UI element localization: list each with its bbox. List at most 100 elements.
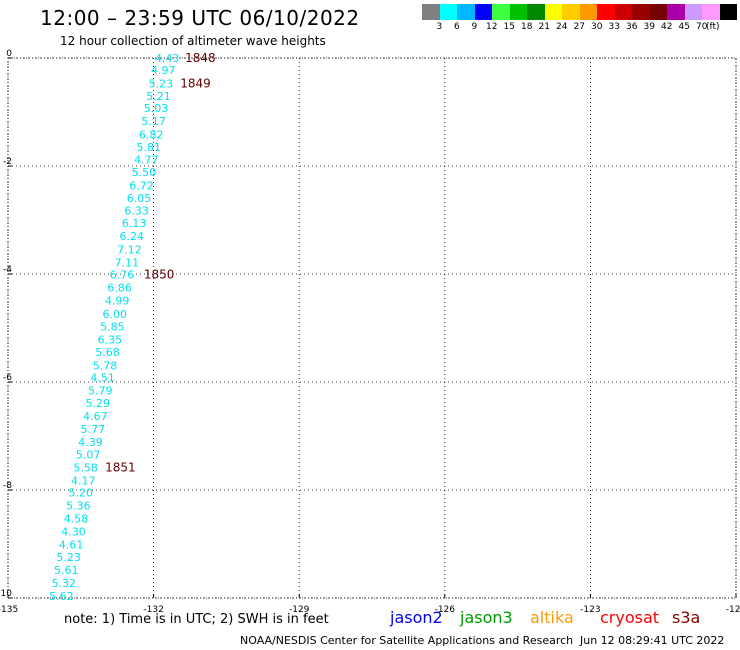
color-swatch — [667, 4, 685, 20]
wave-height-value: 6.24 — [120, 230, 145, 243]
wave-height-value: 4.51 — [90, 372, 115, 385]
wave-height-value: 5.20 — [69, 487, 94, 500]
wave-height-value: 6.05 — [127, 192, 152, 205]
color-scale-label: 45 — [678, 22, 690, 32]
color-swatch — [702, 4, 720, 20]
lat-tick-label: -2 — [3, 157, 12, 167]
color-scale-label: 18 — [521, 22, 533, 32]
wave-height-value: 4.30 — [61, 526, 86, 539]
color-scale-label: 27 — [573, 22, 585, 32]
color-scale-label: 15 — [503, 22, 515, 32]
wave-height-value: 5.23 — [56, 551, 81, 564]
color-swatch — [579, 4, 597, 20]
lon-tick-label: -135 — [0, 605, 18, 615]
legend-item-jason3: jason3 — [460, 608, 513, 627]
color-swatch — [562, 4, 580, 20]
legend-item-jason2: jason2 — [390, 608, 443, 627]
note-text: note: 1) Time is in UTC; 2) SWH is in fe… — [64, 612, 329, 627]
color-scale-label: 39 — [643, 22, 655, 32]
wave-height-value: 5.03 — [144, 102, 169, 115]
lon-tick-label: -123 — [580, 605, 600, 615]
wave-height-value: 7.12 — [117, 244, 142, 257]
wave-height-value: 5.62 — [49, 590, 74, 603]
wave-height-value: 5.85 — [100, 320, 125, 333]
wave-height-value: 5.50 — [132, 166, 157, 179]
color-swatch — [439, 4, 457, 20]
legend-item-altika: altika — [530, 608, 574, 627]
wave-height-value: 6.00 — [103, 308, 128, 321]
color-scale-label: 3 — [436, 22, 443, 32]
time-label: 1851 — [105, 460, 136, 474]
wave-height-value: 5.32 — [52, 577, 77, 590]
wave-height-value: 5.79 — [88, 385, 113, 398]
wave-height-value: 5.81 — [136, 141, 161, 154]
wave-height-value: 5.07 — [76, 448, 101, 461]
wave-height-value: 5.17 — [141, 115, 166, 128]
wave-height-value: 6.33 — [124, 204, 149, 217]
wave-height-value: 4.99 — [105, 294, 130, 307]
wave-height-value: 6.35 — [98, 333, 123, 346]
wave-height-value: 5.61 — [54, 564, 79, 577]
color-swatch — [422, 4, 440, 20]
page-subtitle: 12 hour collection of altimeter wave hei… — [60, 34, 326, 48]
color-scale-bar — [422, 4, 737, 20]
color-swatch — [719, 4, 737, 20]
lat-tick-label: -10 — [0, 589, 12, 599]
footer: NOAA/NESDIS Center for Satellite Applica… — [240, 634, 724, 647]
wave-height-value: 5.68 — [95, 346, 120, 359]
color-scale-label: 12 — [486, 22, 498, 32]
color-scale-label: 42 — [661, 22, 673, 32]
color-scale-labels: 3 6 9 12 15 18 21 24 27 30 33 36 39 42 45 70 (ft) — [422, 22, 740, 34]
color-swatch — [614, 4, 632, 20]
wave-height-value: 6.76 — [110, 269, 135, 282]
color-swatch — [509, 4, 527, 20]
lon-tick-label: -129 — [289, 605, 310, 615]
wave-height-value: 6.13 — [122, 217, 147, 230]
wave-height-value: 6.86 — [107, 282, 132, 295]
color-scale-unit: (ft) — [706, 22, 720, 32]
color-swatch — [527, 4, 545, 20]
footer-timestamp: Jun 12 08:29:41 UTC 2022 — [580, 634, 725, 647]
footer-credit: NOAA/NESDIS Center for Satellite Applica… — [240, 634, 574, 647]
lon-tick-label: -120 — [726, 605, 740, 615]
color-scale-label: 36 — [626, 22, 638, 32]
color-scale-label: 24 — [556, 22, 568, 32]
lon-tick-label: -132 — [143, 605, 163, 615]
color-scale-label: 21 — [538, 22, 550, 32]
wave-height-value: 4.97 — [151, 64, 176, 77]
color-swatch — [492, 4, 510, 20]
color-scale-label: 6 — [454, 22, 460, 32]
time-label: 1848 — [185, 51, 216, 65]
wave-height-value: 6.82 — [139, 129, 164, 142]
wave-height-value: 4.77 — [134, 154, 159, 167]
color-swatch — [649, 4, 667, 20]
wave-height-value: 5.78 — [93, 359, 118, 372]
legend-item-cryosat: cryosat — [600, 608, 660, 627]
wave-height-value: 4.43 — [155, 52, 180, 65]
wave-height-value: 5.23 — [149, 77, 174, 90]
color-scale-label: 33 — [608, 22, 620, 32]
lat-tick-label: 0 — [6, 49, 12, 59]
page-title: 12:00 – 23:59 UTC 06/10/2022 — [40, 6, 360, 30]
lon-tick-label: -126 — [435, 605, 456, 615]
color-swatch — [474, 4, 492, 20]
wave-height-value: 4.39 — [78, 436, 103, 449]
wave-height-value: 4.61 — [59, 539, 84, 552]
color-swatch — [544, 4, 562, 20]
color-swatch — [597, 4, 615, 20]
wave-height-value: 7.11 — [115, 257, 140, 270]
color-swatch — [632, 4, 650, 20]
color-scale-label: 9 — [471, 22, 478, 32]
time-label: 1849 — [180, 76, 211, 90]
color-swatch — [457, 4, 475, 20]
color-swatch — [684, 4, 702, 20]
wave-height-value: 5.77 — [81, 423, 106, 436]
wave-height-value: 5.58 — [73, 461, 98, 474]
wave-height-value: 5.36 — [66, 500, 91, 513]
wave-height-value: 6.72 — [129, 179, 154, 192]
wave-height-value: 4.17 — [71, 474, 96, 487]
color-scale-label: 70 — [696, 22, 708, 32]
color-scale-label: 30 — [591, 22, 603, 32]
wave-height-value: 4.58 — [64, 513, 89, 526]
